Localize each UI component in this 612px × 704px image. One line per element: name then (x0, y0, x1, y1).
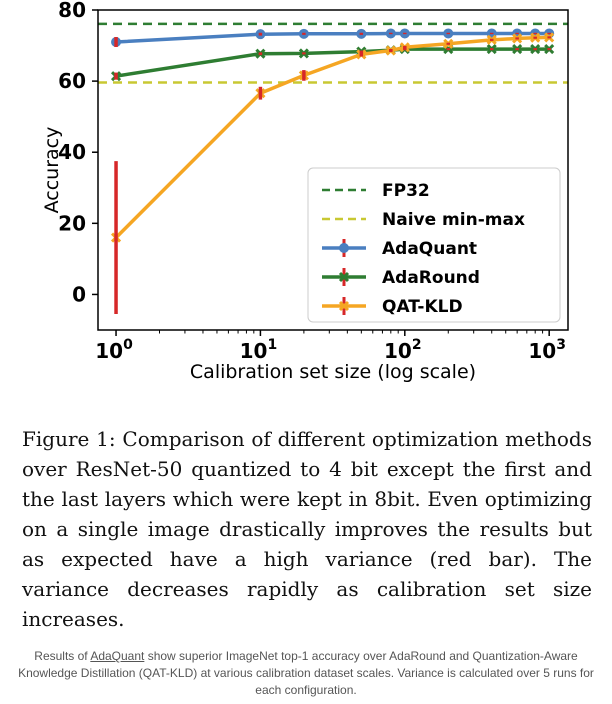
figure-note: Results of AdaQuant show superior ImageN… (6, 648, 606, 699)
y-axis-title: Accuracy (41, 127, 63, 214)
legend-label-3: AdaRound (382, 268, 480, 288)
legend-label-2: AdaQuant (382, 239, 477, 259)
adaquant-link[interactable]: AdaQuant (90, 649, 145, 663)
legend-marker-4 (338, 300, 350, 312)
y-tick-label-3: 60 (58, 69, 86, 93)
legend-marker-2 (339, 243, 349, 253)
note-prefix: Results of (34, 649, 91, 663)
x-tick-label-2: 102 (384, 337, 422, 363)
y-tick-label-2: 40 (58, 140, 86, 164)
legend-marker-3 (338, 271, 350, 283)
y-tick-label-1: 20 (58, 211, 86, 235)
x-axis-title: Calibration set size (log scale) (190, 361, 476, 383)
legend-label-0: FP32 (382, 181, 430, 201)
error-bars (114, 32, 551, 314)
y-tick-label-4: 80 (58, 0, 86, 22)
x-tick-label-1: 101 (240, 337, 278, 363)
x-tick-exponent-3: 3 (556, 337, 566, 353)
y-axis-ticks: 0 20 40 60 80 (58, 0, 98, 306)
figure-caption: Figure 1: Comparison of different optimi… (22, 427, 592, 631)
note-suffix: show superior ImageNet top-1 accuracy ov… (18, 649, 594, 697)
y-tick-label-0: 0 (72, 282, 86, 306)
legend-items: FP32 Naive min-max AdaQuant AdaRound QAT-KLD (322, 181, 525, 317)
x-tick-label-3: 103 (528, 337, 566, 363)
x-tick-label-0: 100 (95, 337, 133, 363)
legend-label-4: QAT-KLD (382, 297, 463, 317)
legend-box (307, 167, 561, 323)
legend: FP32 Naive min-max AdaQuant AdaRound QAT-KLD (307, 167, 561, 323)
legend-label-1: Naive min-max (382, 210, 525, 230)
series-line-1 (115, 47, 550, 78)
x-tick-exponent-1: 1 (267, 337, 277, 353)
x-tick-exponent-0: 0 (123, 337, 133, 353)
reference-lines (98, 22, 568, 84)
plot-frame (97, 9, 569, 331)
x-tick-exponent-2: 2 (412, 337, 422, 353)
x-axis-ticks: 100 101 102 103 (95, 330, 566, 363)
